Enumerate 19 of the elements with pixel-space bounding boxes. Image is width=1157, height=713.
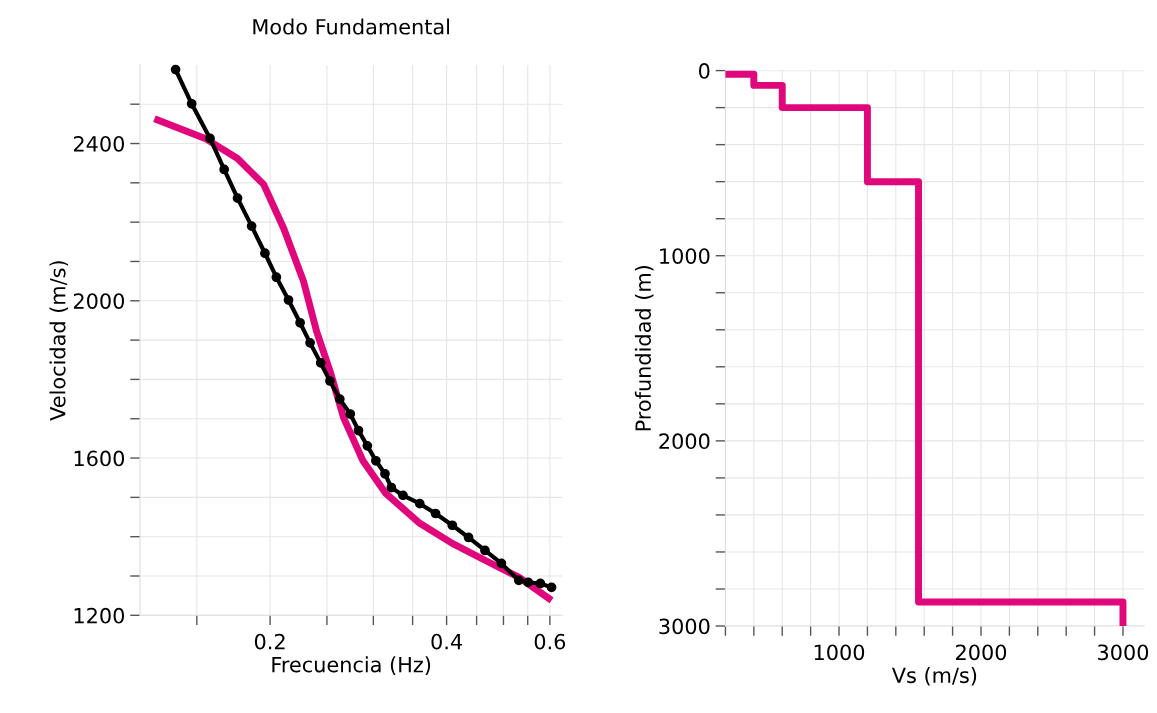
x-tick-label: 1000: [814, 644, 865, 661]
y-tick-label: 3000: [659, 618, 710, 635]
x-tick-label: 2000: [956, 644, 1007, 661]
y-tick-label: 2400: [73, 135, 125, 152]
y-axis-title: Profundidad (m): [634, 266, 654, 431]
x-axis-title: Frecuencia (Hz): [272, 656, 431, 675]
chart-title: Modo Fundamental: [253, 18, 449, 35]
x-tick-label: 3000: [1098, 644, 1149, 661]
x-tick-label: 0.6: [534, 633, 566, 650]
y-tick-label: 1600: [74, 450, 125, 467]
y-tick-label: 1200: [74, 607, 125, 624]
y-tick-label: 0: [698, 63, 710, 79]
y-axis-title: Velocidad (m/s): [49, 261, 69, 421]
y-tick-label: 2000: [73, 293, 125, 309]
x-axis-title: Vs (m/s): [891, 667, 977, 686]
y-tick-label: 1000: [660, 248, 710, 264]
y-tick-label: 2000: [659, 433, 710, 450]
x-tick-label: 0.2: [254, 633, 285, 650]
x-tick-label: 0.4: [431, 633, 463, 650]
